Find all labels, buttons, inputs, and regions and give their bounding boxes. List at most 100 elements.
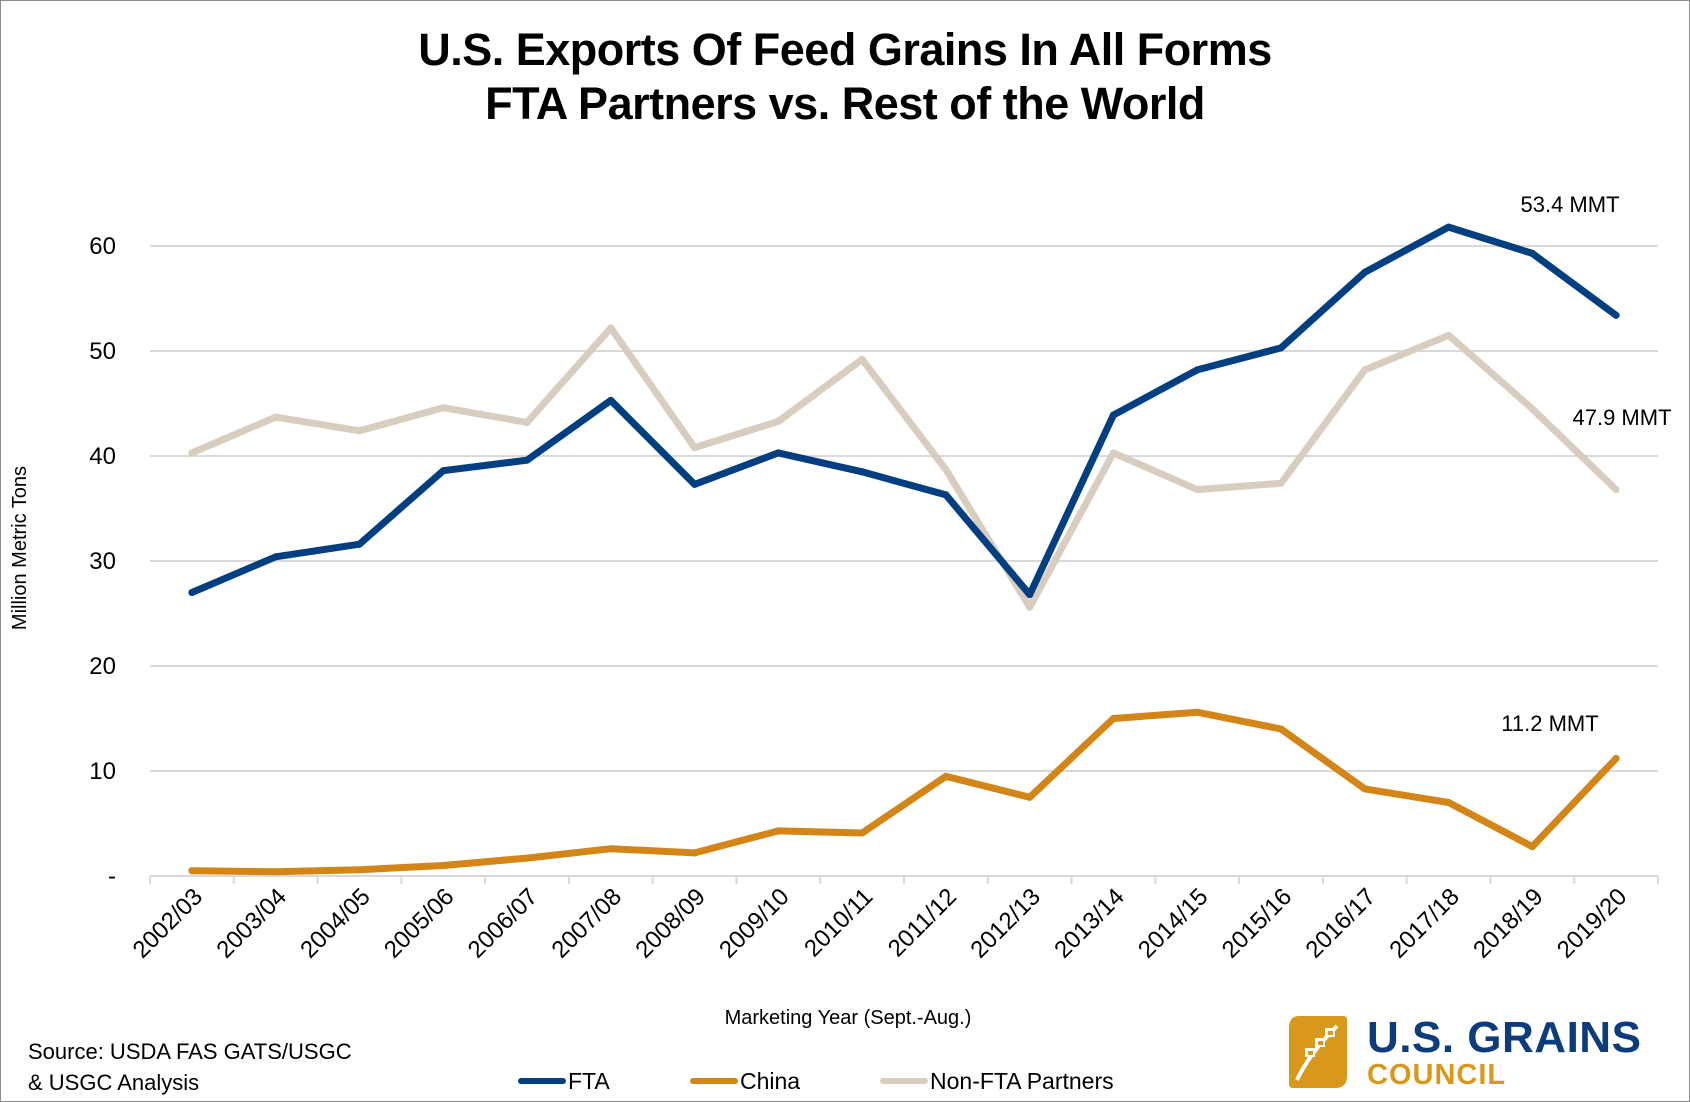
data-point-non-fta-partners [355,427,363,435]
chart-title-line2: FTA Partners vs. Rest of the World [485,78,1205,129]
x-tick-label: 2003/04 [211,883,291,963]
data-point-fta [523,456,531,464]
data-point-non-fta-partners [774,417,782,425]
data-point-fta [1026,591,1034,599]
data-point-non-fta-partners [858,355,866,363]
y-tick-label: 60 [89,233,116,260]
y-axis-ticks: - 10 20 30 40 50 60 [89,233,116,890]
data-point-china [607,845,615,853]
data-point-china [355,866,363,874]
data-point-china [1193,708,1201,716]
data-point-non-fta-partners [691,444,699,452]
legend-item-fta[interactable]: FTA [518,1066,610,1096]
series-china [188,708,1620,876]
data-point-china [1445,799,1453,806]
data-point-china [523,854,531,862]
data-point-fta [607,396,615,404]
data-point-china [774,827,782,835]
data-point-non-fta-partners [439,404,447,412]
data-point-china [1109,715,1117,722]
data-point-china [1361,785,1369,793]
data-point-non-fta-partners [1528,405,1536,413]
data-point-china [691,849,699,857]
x-tick-label: 2006/07 [463,883,543,963]
x-tick-label: 2005/06 [379,883,459,963]
legend-swatch-china [690,1078,738,1084]
data-point-china [188,867,196,875]
series-line-china [188,708,1620,876]
source-line2: & USGC Analysis [28,1070,200,1095]
y-tick-label: 30 [89,548,116,575]
data-point-fta [1109,411,1117,419]
data-point-non-fta-partners [272,413,280,421]
source-line1: Source: USDA FAS GATS/USGC [28,1039,352,1064]
y-tick-label: 10 [89,758,116,785]
y-tick-label: 50 [89,338,116,365]
x-tick-label: 2009/10 [714,883,794,963]
data-point-non-fta-partners [1109,449,1117,457]
legend-label-fta: FTA [568,1067,610,1094]
data-point-china [858,829,866,837]
y-tick-label: 40 [89,443,116,470]
x-tick-label: 2015/16 [1217,883,1297,963]
legend-item-china[interactable]: China [690,1066,800,1096]
source-note: Source: USDA FAS GATS/USGC & USGC Analys… [28,1036,352,1098]
data-point-china [1528,843,1536,851]
gridlines [150,245,1658,772]
data-point-fta [439,467,447,475]
series-non-fta-partners [188,324,1620,611]
data-point-fta [1361,268,1369,276]
series-lines [188,223,1620,876]
data-point-non-fta-partners [188,449,196,457]
series-line-fta [188,223,1620,599]
x-tick-label: 2019/20 [1552,883,1632,963]
series-fta [188,223,1620,599]
data-point-non-fta-partners [1612,486,1620,494]
data-annotations: 53.4 MMT 47.9 MMT 11.2 MMT [1501,192,1671,736]
x-tick-label: 2018/19 [1468,883,1548,963]
y-tick-label: 20 [89,653,116,680]
data-point-non-fta-partners [1277,479,1285,487]
x-tick-label: 2016/17 [1301,883,1381,963]
data-point-non-fta-partners [1026,603,1034,611]
x-axis-label: Marketing Year (Sept.-Aug.) [725,1007,972,1029]
data-point-fta [691,480,699,488]
legend-swatch-fta [518,1078,566,1084]
x-tick-label: 2012/13 [965,883,1045,963]
usgc-logo: U.S. GRAINS COUNCIL [1287,1012,1677,1092]
data-point-non-fta-partners [523,418,531,426]
x-tick-label: 2010/11 [799,883,878,962]
data-point-fta [188,589,196,596]
data-point-china [272,868,280,876]
x-axis-tick-labels: 2002/03 2003/04 2004/05 2005/06 2006/07 2007/… [128,883,1633,963]
x-tick-label: 2004/05 [295,883,375,963]
data-point-non-fta-partners [1193,486,1201,494]
chart-title-line1: U.S. Exports Of Feed Grains In All Forms [418,24,1272,75]
annotation-non-fta-partners: 47.9 MMT [1572,405,1671,430]
annotation-fta: 53.4 MMT [1520,192,1619,217]
data-point-non-fta-partners [942,466,950,474]
data-point-china [439,862,447,869]
x-tick-label: 2011/12 [883,883,962,962]
data-point-fta [272,553,280,561]
legend-label-non-fta: Non-FTA Partners [930,1067,1114,1094]
legend-item-non-fta[interactable]: Non-FTA Partners [880,1066,1114,1096]
data-point-fta [858,468,866,476]
legend-swatch-non-fta [880,1078,928,1084]
x-tick-label: 2013/14 [1049,883,1129,963]
x-tick-label: 2007/08 [547,883,627,963]
data-point-non-fta-partners [1445,331,1453,339]
data-point-china [1277,725,1285,733]
x-tick-label: 2017/18 [1384,883,1464,963]
data-point-fta [1277,344,1285,352]
logo-name-line2: COUNCIL [1367,1059,1507,1091]
data-point-fta [1528,249,1536,257]
data-point-china [1612,754,1620,762]
data-point-china [942,772,950,780]
x-tick-label: 2008/09 [630,883,710,963]
legend-label-china: China [740,1067,801,1094]
logo-name-line1: U.S. GRAINS [1367,1013,1642,1062]
data-point-fta [774,449,782,457]
